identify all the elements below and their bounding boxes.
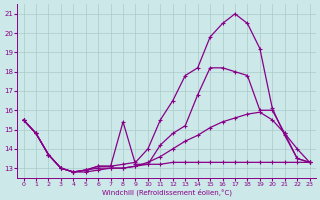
X-axis label: Windchill (Refroidissement éolien,°C): Windchill (Refroidissement éolien,°C) [101, 188, 232, 196]
